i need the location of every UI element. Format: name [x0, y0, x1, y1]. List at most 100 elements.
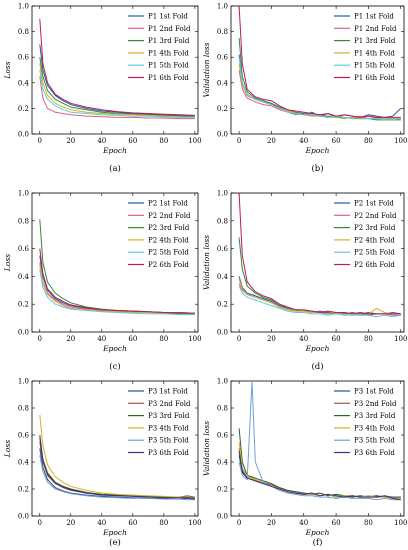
legend-label: P3 3rd Fold — [148, 412, 190, 420]
x-tick-label: 80 — [364, 519, 373, 527]
x-tick-label: 20 — [267, 335, 276, 343]
legend-label: P2 6th Fold — [148, 261, 189, 269]
legend-label: P2 1st Fold — [354, 200, 394, 208]
y-tick-label: 0.2 — [217, 486, 228, 494]
series-line-4 — [238, 63, 401, 121]
plot-area — [230, 192, 405, 333]
y-tick-label: 0.0 — [217, 329, 228, 337]
series-line-6 — [39, 248, 195, 314]
legend-label: P1 1st Fold — [354, 13, 394, 21]
x-tick-label: 0 — [237, 137, 241, 145]
x-tick-label: 0 — [38, 137, 42, 145]
legend-label: P2 5th Fold — [148, 249, 189, 257]
legend-label: P2 3rd Fold — [354, 224, 396, 232]
series-line-5 — [39, 269, 195, 316]
x-tick-label: 40 — [299, 519, 308, 527]
legend-label: P3 5th Fold — [354, 437, 395, 445]
chart-panel-3: 0.0 0.2 0.4 0.6 0.8 1.0 0 20 40 60 80 100 Epoch Loss P… — [3, 190, 202, 373]
y-tick-label: 0.6 — [18, 245, 30, 253]
x-tick-label: 0 — [38, 335, 42, 343]
legend-label: P2 2nd Fold — [148, 212, 191, 220]
legend-label: P2 3rd Fold — [148, 224, 190, 232]
chart-panel-4: 0.0 0.2 0.4 0.6 0.8 1.0 0 20 40 60 80 100 Epoch Valid… — [202, 190, 407, 373]
x-tick-label: 60 — [332, 335, 341, 343]
y-tick-label: 1.0 — [217, 190, 228, 198]
legend-label: P3 6th Fold — [354, 449, 395, 457]
x-tick-label: 0 — [237, 335, 241, 343]
x-tick-label: 20 — [66, 335, 75, 343]
y-tick-label: 0.4 — [18, 459, 30, 467]
series-line-2 — [238, 283, 401, 316]
x-tick-label: 0 — [237, 519, 241, 527]
series-lines — [238, 6, 402, 121]
panel-caption: (f) — [313, 537, 323, 548]
x-tick-label: 40 — [299, 137, 308, 145]
x-axis-label: Epoch — [102, 146, 127, 155]
legend-label: P2 5th Fold — [354, 249, 395, 257]
series-lines — [39, 414, 195, 501]
y-tick-label: 0.6 — [18, 432, 30, 440]
series-line-4 — [238, 441, 401, 499]
y-axis-label: Validation loss — [202, 421, 211, 476]
plot-area — [230, 380, 405, 517]
legend-label: P3 1st Fold — [354, 388, 394, 396]
legend-label: P2 2nd Fold — [354, 212, 397, 220]
x-tick-label: 80 — [364, 335, 373, 343]
legend-label: P3 2nd Fold — [148, 400, 191, 408]
legend-label: P1 5th Fold — [354, 62, 395, 70]
legend-label: P2 4th Fold — [354, 236, 395, 244]
series-line-5 — [238, 381, 401, 501]
x-tick-label: 0 — [38, 519, 42, 527]
y-tick-label: 0.2 — [18, 105, 29, 113]
series-line-2 — [39, 262, 195, 315]
y-tick-label: 0.0 — [18, 329, 29, 337]
y-tick-label: 0.4 — [217, 273, 229, 281]
series-lines — [39, 18, 195, 120]
legend-label: P3 1st Fold — [148, 388, 188, 396]
y-tick-label: 1.0 — [217, 3, 228, 11]
x-tick-label: 40 — [299, 335, 308, 343]
x-tick-label: 80 — [159, 519, 168, 527]
series-line-2 — [39, 76, 195, 120]
x-tick-label: 100 — [394, 335, 407, 343]
plot-area — [31, 380, 199, 517]
legend-label: P2 4th Fold — [148, 236, 189, 244]
x-tick-label: 20 — [66, 137, 75, 145]
y-tick-label: 0.2 — [18, 486, 29, 494]
y-tick-label: 0.6 — [217, 54, 229, 62]
legend-label: P3 4th Fold — [148, 424, 189, 432]
x-axis-label: Epoch — [305, 528, 330, 537]
legend-label: P1 2nd Fold — [148, 25, 191, 33]
x-axis-label: Epoch — [305, 146, 330, 155]
x-tick-label: 100 — [188, 137, 201, 145]
x-tick-label: 80 — [159, 137, 168, 145]
y-tick-label: 0.2 — [217, 105, 228, 113]
panel-caption: (b) — [311, 163, 323, 174]
y-tick-label: 0.8 — [217, 217, 228, 225]
series-line-6 — [238, 6, 401, 118]
panel-caption: (d) — [311, 361, 323, 372]
y-tick-label: 0.4 — [217, 79, 229, 87]
series-line-6 — [238, 451, 401, 501]
x-axis-label: Epoch — [102, 528, 127, 537]
x-tick-label: 20 — [267, 519, 276, 527]
chart-panel-6: 0.0 0.2 0.4 0.6 0.8 1.0 0 20 40 60 80 100 Epoch Valid… — [202, 378, 407, 549]
y-tick-label: 0.8 — [217, 28, 228, 36]
x-tick-label: 100 — [188, 335, 201, 343]
chart-panel-1: 0.0 0.2 0.4 0.6 0.8 1.0 0 20 40 60 80 100 Epoch Loss P… — [3, 3, 202, 175]
y-axis-label: Loss — [3, 61, 12, 79]
legend-label: P3 4th Fold — [354, 424, 395, 432]
y-tick-label: 0.0 — [217, 513, 228, 521]
y-axis-label: Loss — [3, 440, 12, 458]
legend-label: P1 4th Fold — [148, 49, 189, 57]
x-tick-label: 100 — [394, 519, 407, 527]
y-tick-label: 0.0 — [18, 513, 29, 521]
y-tick-label: 1.0 — [18, 190, 29, 198]
series-line-3 — [39, 57, 195, 117]
panel-caption: (a) — [109, 163, 121, 174]
y-tick-label: 0.4 — [18, 273, 30, 281]
y-tick-label: 0.2 — [217, 301, 228, 309]
legend-label: P2 1st Fold — [148, 200, 188, 208]
x-tick-label: 60 — [128, 335, 137, 343]
y-tick-label: 1.0 — [18, 3, 29, 11]
